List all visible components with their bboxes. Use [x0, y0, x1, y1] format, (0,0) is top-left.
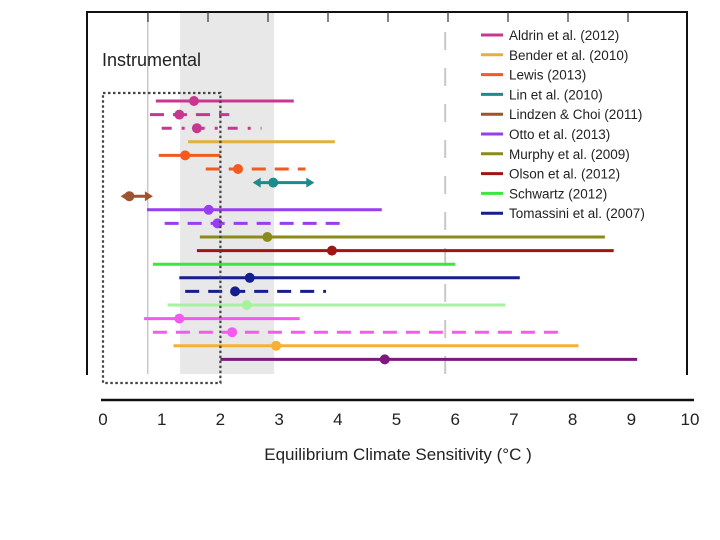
best-estimate-point [124, 191, 135, 202]
frame-mask [85, 375, 689, 397]
legend-item: Lewis (2013) [481, 68, 586, 83]
legend-item: Aldrin et al. (2012) [481, 28, 619, 43]
best-estimate-point [244, 272, 255, 283]
series-interval [152, 327, 564, 338]
arrow-head-right [144, 191, 153, 202]
legend-label: Lin et al. (2010) [509, 87, 603, 102]
series-interval [144, 313, 300, 324]
series-interval [167, 300, 506, 310]
x-tick-label: 2 [216, 410, 225, 429]
best-estimate-point [230, 286, 241, 297]
x-tick-label: 6 [450, 410, 459, 429]
legend-label: Otto et al. (2013) [509, 127, 610, 142]
panel-label: Instrumental [102, 50, 201, 70]
legend-item: Tomassini et al. (2007) [481, 206, 645, 221]
x-tick-label: 7 [509, 410, 518, 429]
instrumental-highlight-box [101, 91, 222, 385]
best-estimate-point [262, 232, 273, 242]
series-interval [149, 109, 230, 120]
legend-item: Otto et al. (2013) [481, 127, 610, 142]
best-estimate-point [379, 354, 390, 365]
x-tick-label: 10 [681, 410, 700, 429]
x-tick-label: 1 [157, 410, 166, 429]
best-estimate-point [203, 204, 214, 215]
x-tick-label: 5 [392, 410, 401, 429]
series-interval [196, 245, 614, 256]
series-interval [199, 232, 605, 242]
best-estimate-point [174, 109, 185, 120]
x-axis: 0 1 2 3 4 5 6 7 8 9 10 [98, 398, 700, 429]
x-tick-label: 9 [627, 410, 636, 429]
x-tick-label: 0 [98, 410, 107, 429]
series-interval [173, 340, 579, 351]
legend-label: Bender et al. (2010) [509, 48, 628, 63]
arrow-head-left [252, 177, 261, 188]
legend-label: Aldrin et al. (2012) [509, 28, 619, 43]
best-estimate-point [241, 300, 252, 310]
series-interval [252, 177, 315, 188]
legend-item: Lindzen & Choi (2011) [481, 107, 642, 122]
series-interval [158, 150, 221, 161]
best-estimate-point [174, 313, 185, 324]
legend-item: Murphy et al. (2009) [481, 147, 630, 162]
best-estimate-point [326, 245, 337, 256]
legend-item: Lin et al. (2010) [481, 87, 603, 102]
x-tick-label: 8 [568, 410, 577, 429]
best-estimate-point [188, 96, 199, 106]
best-estimate-point [271, 340, 282, 351]
legend-label: Murphy et al. (2009) [509, 147, 630, 162]
series-interval [220, 354, 638, 365]
x-tick-label: 3 [274, 410, 283, 429]
best-estimate-point [233, 164, 244, 174]
x-tick-label: 4 [333, 410, 342, 429]
series-interval [185, 286, 327, 297]
best-estimate-point [180, 150, 191, 161]
series-interval [179, 272, 520, 283]
x-axis-label: Equilibrium Climate Sensitivity (°C ) [264, 445, 532, 464]
best-estimate-point [268, 177, 279, 188]
likely-range-band [180, 12, 275, 374]
legend-item: Olson et al. (2012) [481, 167, 620, 182]
legend-item: Bender et al. (2010) [481, 48, 628, 63]
legend-label: Lindzen & Choi (2011) [509, 107, 642, 122]
legend-item: Schwartz (2012) [481, 186, 607, 201]
best-estimate-point [227, 327, 238, 338]
series-interval [155, 96, 294, 106]
legend-label: Olson et al. (2012) [509, 167, 620, 182]
arrow-head-right [306, 177, 315, 188]
legend: Aldrin et al. (2012) Bender et al. (2010)… [481, 28, 645, 221]
series-interval [205, 164, 306, 174]
legend-label: Lewis (2013) [509, 68, 586, 83]
series-interval [120, 191, 153, 202]
legend-label: Tomassini et al. (2007) [509, 206, 645, 221]
legend-label: Schwartz (2012) [509, 186, 607, 201]
series-interval [161, 123, 262, 134]
best-estimate-point [191, 123, 202, 134]
series-interval [147, 204, 382, 215]
